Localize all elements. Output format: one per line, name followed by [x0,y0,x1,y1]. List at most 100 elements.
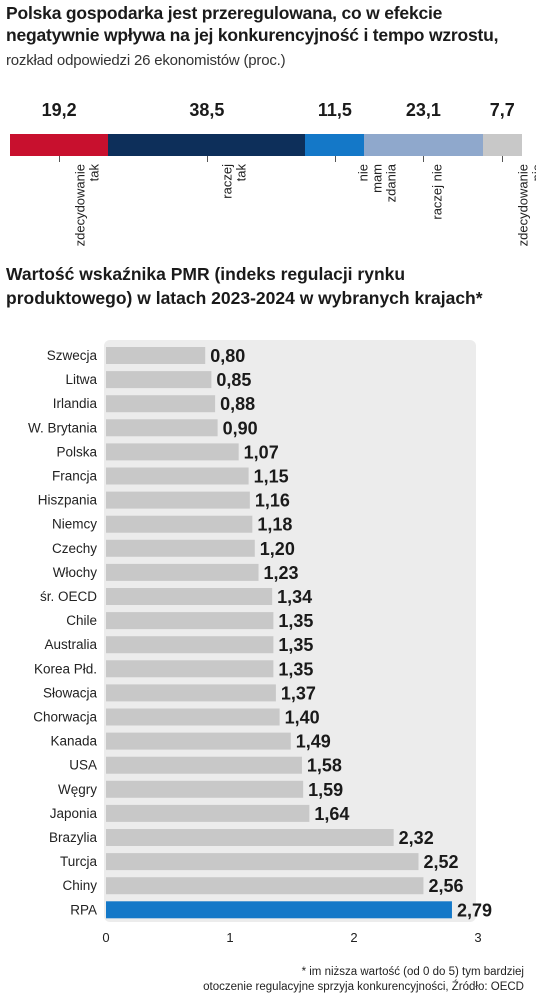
bar [106,901,452,919]
stack-segment [482,134,522,156]
value-label: 1,20 [260,539,295,559]
category-label: śr. OECD [40,589,97,604]
x-tick-label: 3 [474,930,481,945]
category-label: Czechy [52,541,97,556]
stack-value-label: 23,1 [405,100,441,120]
survey-title: Polska gospodarka jest przeregulowana, c… [6,2,531,72]
value-label: 0,90 [223,418,258,438]
bar [106,467,249,485]
pmr-bar-chart: Szwecja 0,80 Litwa 0,85 Irlandia 0,88 W. Bryta… [28,346,492,945]
x-tick-label: 1 [226,930,233,945]
pmr-chart-title: Wartość wskaźnika PMR (indeks regulacji … [6,264,483,308]
category-label: Chiny [62,878,97,893]
bar [106,515,253,533]
bar [106,684,276,702]
survey-title-subtitle: rozkład odpowiedzi 26 ekonomistów (proc.… [6,52,286,69]
category-label: Turcja [60,854,97,869]
stack-segment [108,134,306,156]
x-tick-label: 0 [102,930,109,945]
bar [106,371,212,389]
value-label: 1,23 [264,563,299,583]
value-label: 1,07 [244,442,279,462]
value-label: 1,58 [307,756,342,776]
bar [106,419,218,437]
value-label: 2,56 [428,876,463,896]
value-label: 1,35 [278,659,313,679]
value-label: 1,35 [278,635,313,655]
footnote-line-1: * im niższa wartość (od 0 do 5) tym bard… [301,966,524,978]
value-label: 1,59 [308,780,343,800]
category-label: Słowacja [43,685,98,700]
value-label: 0,80 [210,346,245,366]
value-label: 1,15 [254,467,289,487]
bar [106,612,274,630]
stack-tick [502,156,504,162]
bar [106,877,424,895]
bar [106,804,310,822]
bar [106,563,259,581]
category-label: USA [69,758,97,773]
bar [106,395,216,413]
footnote: * im niższa wartość (od 0 do 5) tym bard… [84,965,524,995]
stack-value-label: 19,2 [41,100,77,120]
bar [106,539,255,557]
bar [106,780,304,798]
footnote-line-2: otoczenie regulacyjne sprzyja konkurency… [203,981,524,993]
value-label: 1,40 [285,708,320,728]
stack-value-label: 11,5 [317,100,352,120]
stack-segment [10,134,109,156]
value-label: 0,88 [220,394,255,414]
bar [106,443,239,461]
category-label: Szwecja [47,348,98,363]
bar [106,756,302,774]
category-label: Węgry [58,782,97,797]
category-label: Korea Płd. [34,661,97,676]
category-label: Brazylia [49,830,98,845]
value-label: 1,34 [277,587,312,607]
value-label: 2,32 [399,828,434,848]
bar [106,853,419,871]
pmr-chart-panel [104,340,476,922]
bar [106,491,250,509]
category-label: Japonia [50,806,98,821]
bar [106,829,394,846]
value-label: 1,37 [281,683,316,703]
stack-tick [59,156,61,162]
stack-tick [206,156,208,162]
bar [106,708,280,726]
value-label: 2,79 [457,900,492,920]
stack-segment [305,134,365,156]
value-label: 1,16 [255,491,290,511]
category-label: Włochy [53,565,98,580]
bar [106,732,291,750]
value-label: 1,18 [257,515,292,535]
category-label: Hiszpania [38,493,98,508]
stack-tick [334,156,336,162]
category-label: Irlandia [53,396,98,411]
stack-value-label: 38,5 [189,100,225,120]
stack-segment [364,134,483,156]
value-label: 2,52 [423,852,458,872]
category-label: Francja [52,469,98,484]
value-label: 1,35 [278,611,313,631]
bar [106,347,206,364]
category-label: Australia [44,637,97,652]
stack-value-label: 7,7 [489,100,515,120]
category-label: Polska [56,444,97,459]
survey-title-bold: Polska gospodarka jest przeregulowana, c… [6,3,499,45]
x-tick-label: 2 [350,930,357,945]
category-label: Litwa [65,372,97,387]
value-label: 1,64 [314,804,349,824]
category-label: RPA [70,902,97,917]
category-label: Chile [66,613,97,628]
value-label: 0,85 [216,370,251,390]
bar [106,636,274,654]
category-label: Chorwacja [33,710,97,725]
category-label: Niemcy [52,517,97,532]
value-label: 1,49 [296,732,331,752]
category-label: Kanada [50,734,97,749]
stack-tick [423,156,425,162]
bar [106,588,273,605]
category-label: W. Brytania [28,420,98,435]
bar [106,660,274,678]
